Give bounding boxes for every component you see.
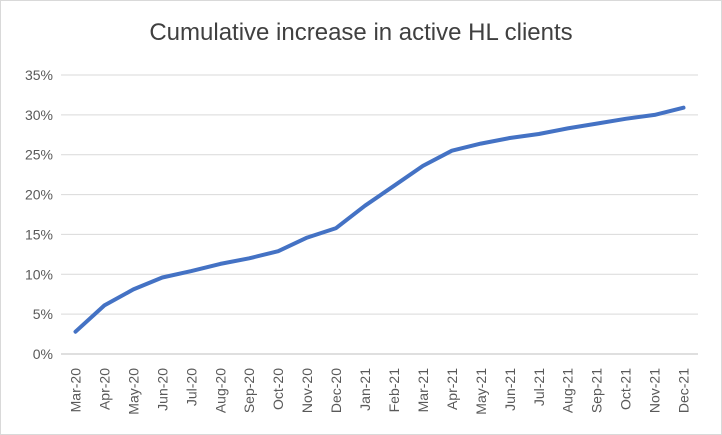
x-tick-label: May-21: [473, 368, 489, 415]
x-tick-label: Sep-20: [241, 368, 257, 413]
x-tick-label: Mar-20: [67, 368, 83, 413]
x-tick-label: Sep-21: [589, 368, 605, 413]
x-tick-label: Jun-21: [502, 368, 518, 411]
y-tick-label: 20%: [25, 187, 53, 203]
y-tick-label: 15%: [25, 226, 53, 242]
x-tick-label: Oct-20: [270, 368, 286, 410]
x-tick-label: Dec-21: [676, 368, 692, 413]
x-tick-label: Aug-21: [560, 368, 576, 413]
y-tick-label: 35%: [25, 67, 53, 83]
x-tick-label: Nov-21: [647, 368, 663, 413]
x-tick-label: Apr-20: [96, 368, 112, 410]
x-tick-label: Apr-21: [444, 368, 460, 410]
x-tick-label: Jul-20: [183, 368, 199, 406]
y-tick-label: 25%: [25, 147, 53, 163]
x-tick-label: May-20: [125, 368, 141, 415]
x-tick-label: Dec-20: [328, 368, 344, 413]
y-tick-label: 10%: [25, 266, 53, 282]
chart-title: Cumulative increase in active HL clients: [149, 19, 573, 46]
y-tick-label: 5%: [33, 306, 53, 322]
x-tick-label: Aug-20: [212, 368, 228, 413]
x-tick-label: Oct-21: [618, 368, 634, 410]
x-tick-label: Nov-20: [299, 368, 315, 413]
x-tick-label: Jan-21: [357, 368, 373, 411]
x-tick-label: Jun-20: [154, 368, 170, 411]
x-tick-label: Feb-21: [386, 368, 402, 413]
series-line: [73, 105, 686, 334]
x-tick-label: Mar-21: [415, 368, 431, 413]
y-tick-label: 30%: [25, 107, 53, 123]
x-tick-label: Jul-21: [531, 368, 547, 406]
y-tick-label: 0%: [33, 346, 53, 362]
